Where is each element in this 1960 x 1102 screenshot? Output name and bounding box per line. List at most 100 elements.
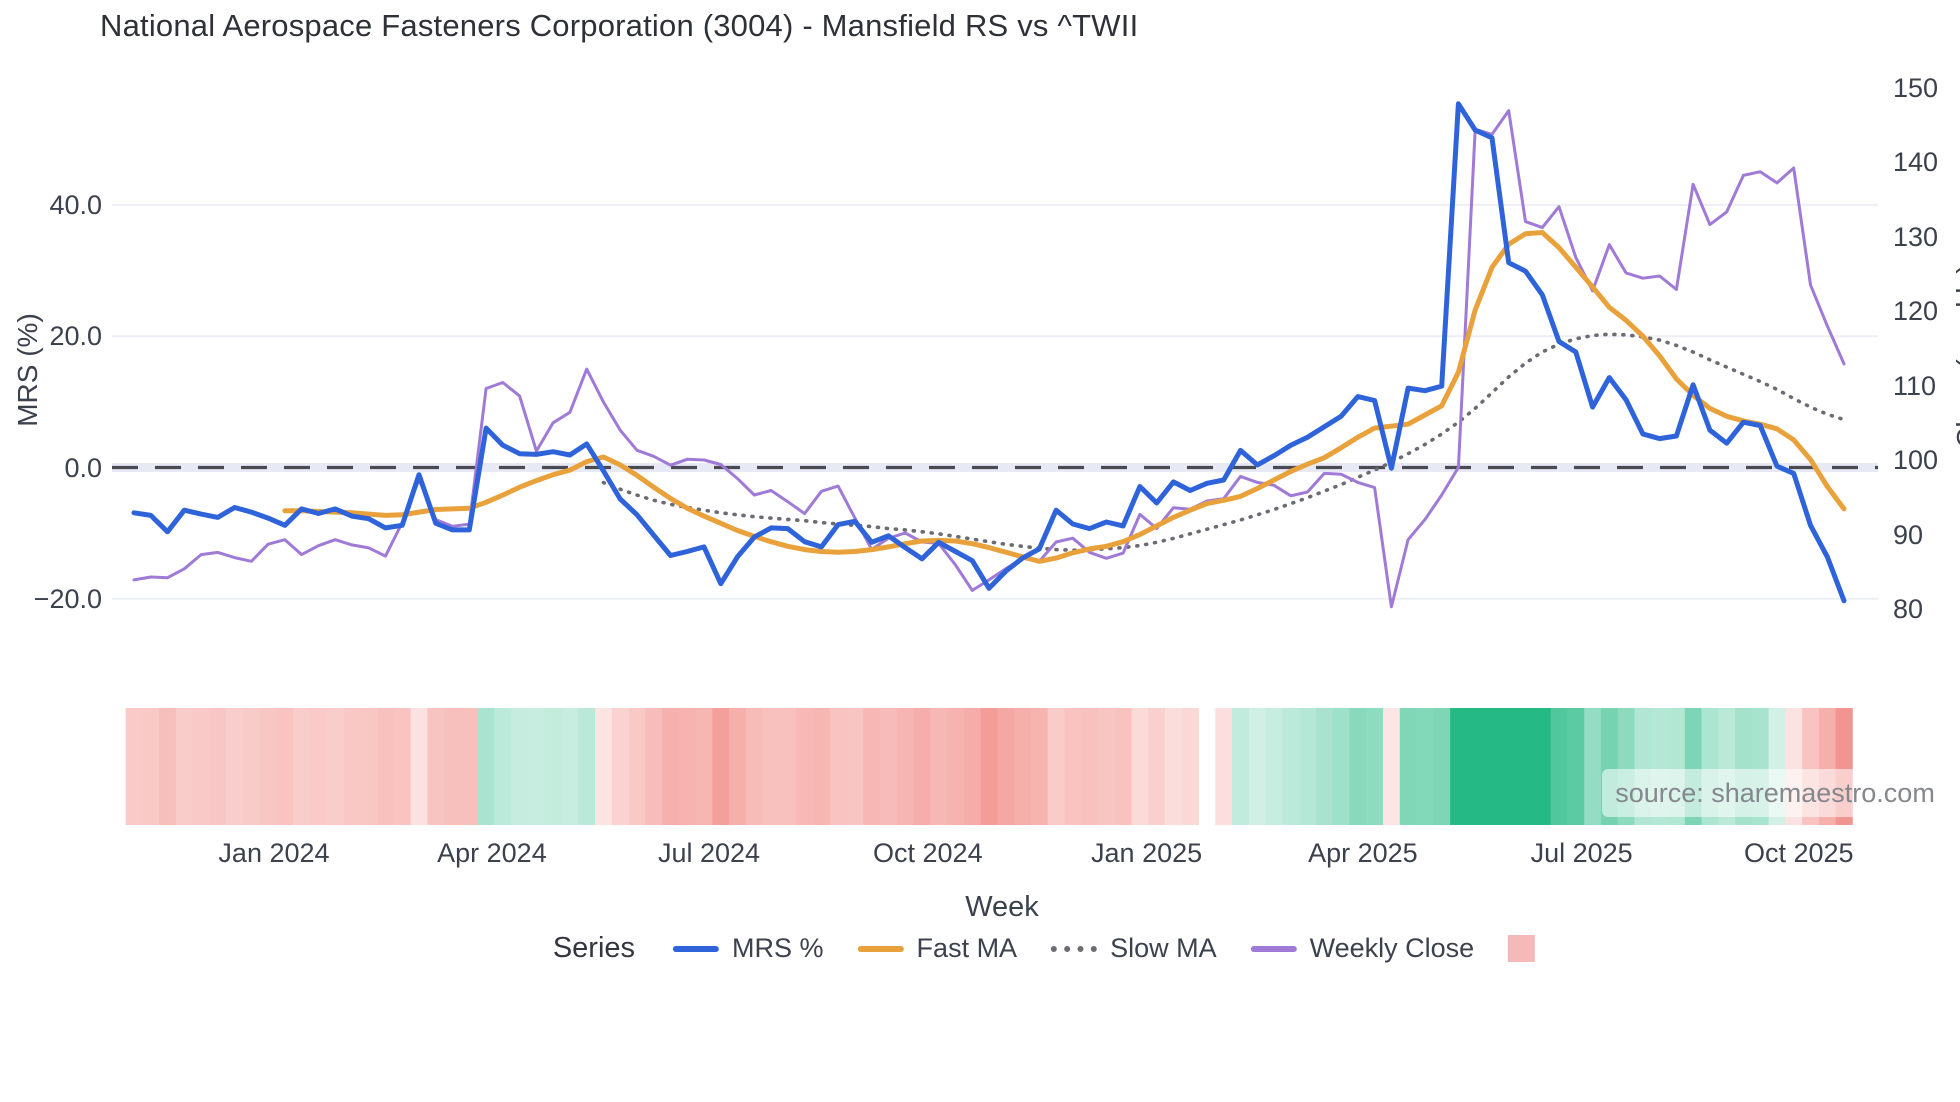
- heatmap-cell: [343, 708, 361, 825]
- legend-item-mrs-: MRS %: [673, 933, 824, 964]
- heatmap-cell: [796, 708, 814, 825]
- heatmap-cell: [1366, 708, 1384, 825]
- heatmap-cell: [1332, 708, 1350, 825]
- heatmap-cell: [645, 708, 663, 825]
- x-tick-label: Oct 2025: [1743, 838, 1854, 868]
- heatmap-cell: [1248, 708, 1267, 825]
- heatmap-cell: [1148, 708, 1166, 825]
- x-tick-label: Jan 2025: [1091, 838, 1203, 868]
- heatmap-cell: [1315, 708, 1334, 825]
- heatmap-cell: [1114, 708, 1132, 825]
- right-tick-label: 80: [1893, 594, 1924, 624]
- heatmap-cell: [259, 708, 277, 825]
- heatmap-cell: [209, 708, 227, 825]
- series-mrs-line: [131, 101, 1847, 604]
- x-tick-label: Jul 2024: [657, 838, 761, 868]
- x-axis-title: Week: [965, 891, 1039, 923]
- x-tick-label: Jan 2024: [218, 838, 330, 868]
- heatmap-cell: [544, 708, 562, 825]
- heatmap-cell: [192, 708, 210, 825]
- heatmap-cell: [880, 708, 898, 825]
- left-tick-label: 20.0: [49, 321, 102, 352]
- heatmap-cell: [628, 708, 646, 825]
- heatmap-cell: [1533, 708, 1552, 825]
- heatmap-cell: [678, 708, 697, 825]
- series-weekly-close-line: [132, 109, 1846, 609]
- legend-title: Series: [552, 932, 636, 964]
- heatmap-cell: [410, 708, 428, 825]
- x-tick-label: Apr 2025: [1308, 838, 1418, 868]
- heatmap-cell: [863, 708, 881, 825]
- heatmap-cell: [947, 708, 965, 825]
- heatmap-cell: [997, 708, 1015, 825]
- heatmap-cell: [1567, 708, 1585, 825]
- heatmap-cell: [377, 708, 395, 825]
- heatmap-cell: [494, 708, 512, 825]
- left-tick-label: 0.0: [64, 452, 102, 483]
- x-tick-label: Apr 2024: [437, 838, 547, 868]
- square-swatch-icon: [1508, 935, 1536, 962]
- heatmap-cell: [1181, 708, 1199, 825]
- heatmap-cell: [1299, 708, 1317, 825]
- series-slow-ma-line: [601, 332, 1846, 552]
- legend-item-label: Fast MA: [916, 933, 1018, 963]
- heatmap-cell: [561, 708, 579, 825]
- heatmap-cell: [712, 708, 730, 825]
- right-tick-label: 120: [1893, 296, 1939, 326]
- heatmap-cell: [662, 708, 680, 825]
- heatmap-cell: [1550, 708, 1568, 825]
- right-tick-label: 140: [1893, 147, 1939, 177]
- heatmap-cell: [1466, 708, 1484, 825]
- heatmap-cell: [595, 708, 613, 825]
- x-tick-label: Oct 2024: [873, 838, 983, 868]
- heatmap-cell: [1399, 708, 1417, 825]
- line-swatch-icon: [673, 945, 720, 952]
- heatmap-cell: [326, 708, 344, 825]
- heatmap-cell: [1165, 708, 1183, 825]
- right-tick-label: 150: [1893, 72, 1939, 103]
- heatmap-cell: [846, 708, 864, 825]
- right-axis-title: Close (weekly): [1951, 264, 1960, 448]
- heatmap-cell: [276, 708, 294, 825]
- heatmap-cell: [125, 708, 143, 825]
- heatmap-cell: [1030, 708, 1049, 825]
- heatmap-cell: [243, 708, 261, 825]
- left-tick-label: 40.0: [49, 189, 102, 220]
- heatmap-cell: [1500, 708, 1518, 825]
- heatmap-cell: [310, 708, 328, 825]
- line-swatch-icon: [857, 945, 904, 952]
- heatmap-cell: [695, 708, 713, 825]
- heatmap-cell: [1433, 708, 1451, 825]
- heatmap-cell: [896, 708, 914, 825]
- right-tick-label: 90: [1893, 519, 1924, 550]
- heatmap-cell: [1064, 708, 1082, 825]
- legend-item-fast-ma: Fast MA: [857, 933, 1018, 964]
- heatmap-cell: [913, 708, 931, 825]
- watermark-pill: source: sharemaestro.com: [1602, 769, 1948, 817]
- heatmap-cell: [1450, 708, 1468, 825]
- heatmap-cell: [444, 708, 462, 825]
- heatmap-cell: [142, 708, 160, 825]
- heatmap-cell: [611, 708, 629, 825]
- heatmap-cell: [813, 708, 831, 825]
- line-swatch-icon: [1250, 945, 1297, 952]
- heatmap-cell: [159, 708, 177, 825]
- heatmap-cell: [477, 708, 495, 825]
- legend-item-slow-ma: Slow MA: [1051, 933, 1217, 964]
- x-tick-label: Jul 2025: [1530, 838, 1633, 868]
- heatmap-cell: [460, 708, 479, 825]
- heatmap-cell: [1265, 708, 1283, 825]
- heatmap-cell: [745, 708, 764, 825]
- heatmap-cell: [1584, 708, 1602, 825]
- right-tick-label: 100: [1893, 445, 1939, 475]
- left-axis-title: MRS (%): [12, 313, 43, 427]
- heatmap-cell: [1215, 708, 1233, 825]
- heatmap-cell: [226, 708, 244, 825]
- right-tick-label: 130: [1893, 221, 1939, 252]
- legend-item-label: MRS %: [732, 933, 824, 963]
- heatmap-cell: [1081, 708, 1099, 825]
- heatmap-cell: [360, 708, 378, 825]
- heatmap-cell: [427, 708, 445, 825]
- legend-item-label: Weekly Close: [1309, 933, 1475, 963]
